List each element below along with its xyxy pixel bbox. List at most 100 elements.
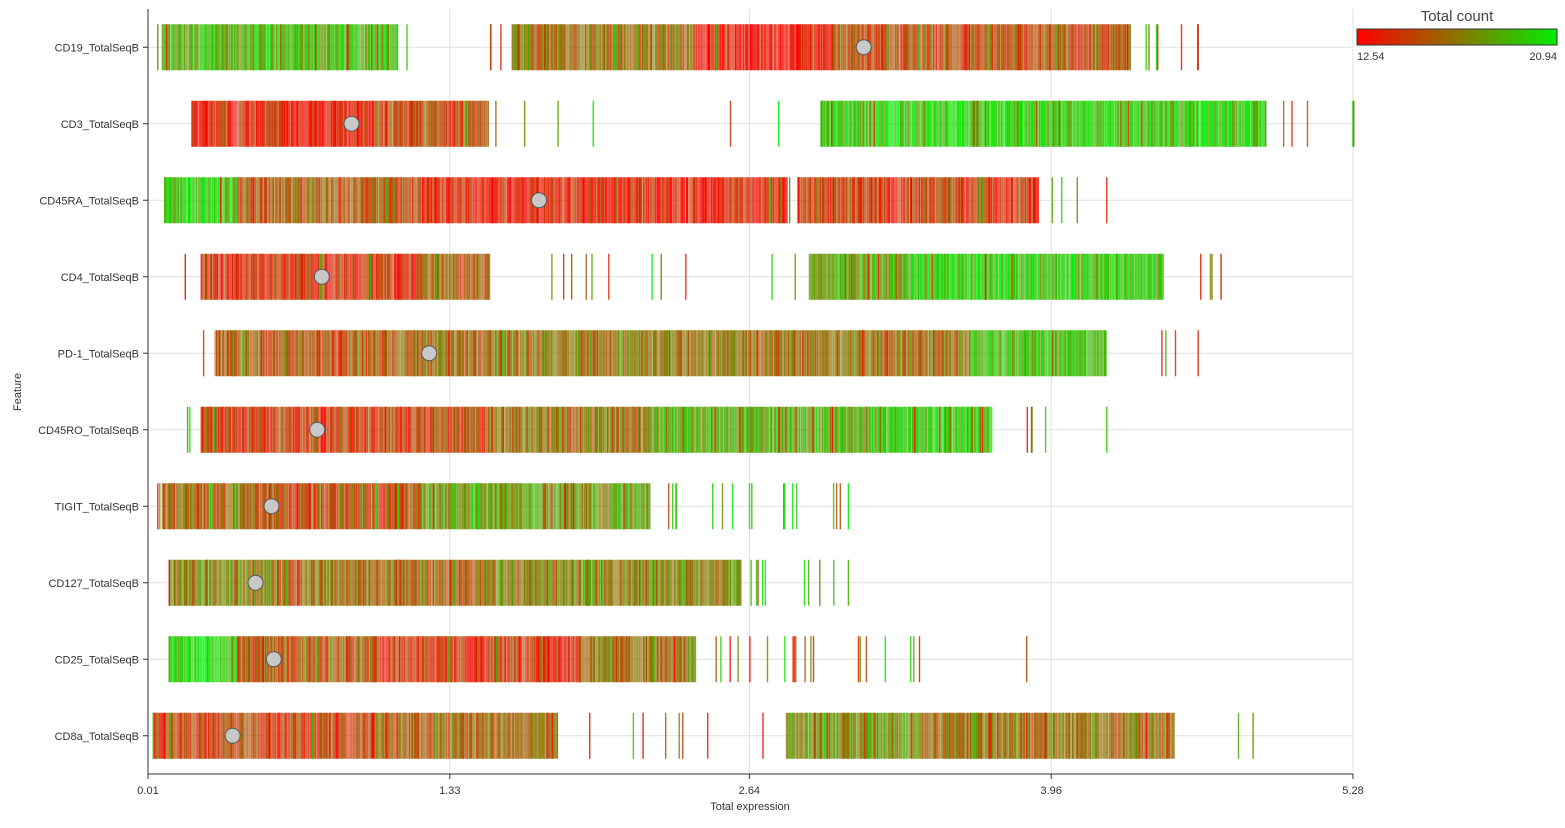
expression-mark [922, 100, 924, 147]
expression-mark [627, 406, 629, 453]
expression-mark [651, 177, 654, 224]
expression-mark [1106, 100, 1109, 147]
expression-mark [965, 24, 968, 71]
expression-mark [991, 24, 994, 71]
expression-mark [287, 100, 290, 147]
expression-mark [236, 559, 239, 606]
expression-mark [729, 100, 732, 147]
expression-mark [914, 253, 916, 300]
expression-mark [1217, 100, 1220, 147]
expression-mark [1084, 100, 1086, 147]
expression-mark [659, 177, 661, 224]
expression-mark [707, 24, 709, 71]
expression-mark [636, 330, 639, 377]
expression-mark [888, 100, 891, 147]
expression-mark [888, 253, 890, 300]
expression-mark [892, 406, 893, 453]
expression-mark [382, 253, 385, 300]
expression-mark [334, 253, 337, 300]
expression-mark [644, 483, 645, 530]
expression-mark [1214, 100, 1216, 147]
expression-mark [686, 330, 688, 377]
expression-mark [519, 24, 522, 71]
expression-mark [837, 406, 839, 453]
expression-mark [406, 483, 408, 530]
expression-mark [801, 406, 803, 453]
expression-mark [495, 406, 497, 453]
expression-mark [897, 100, 899, 147]
expression-mark [329, 100, 332, 147]
expression-mark [298, 483, 301, 530]
expression-mark [336, 24, 338, 71]
expression-mark [1244, 100, 1247, 147]
expression-mark [567, 24, 569, 71]
expression-mark [433, 253, 436, 300]
expression-mark [816, 330, 818, 377]
expression-mark [232, 100, 234, 147]
expression-mark [639, 330, 642, 377]
expression-mark [715, 330, 717, 377]
expression-mark [265, 100, 267, 147]
expression-mark [988, 177, 990, 224]
expression-mark [204, 177, 206, 224]
expression-mark [165, 24, 168, 71]
expression-mark [1252, 100, 1255, 147]
expression-mark [654, 330, 657, 377]
expression-mark [691, 177, 694, 224]
expression-mark [868, 177, 870, 224]
expression-mark [504, 483, 506, 530]
expression-mark [390, 330, 393, 377]
expression-mark [338, 100, 341, 147]
expression-mark [165, 24, 166, 71]
expression-mark [1008, 330, 1009, 377]
expression-mark [296, 330, 298, 377]
expression-mark [750, 24, 752, 71]
expression-mark [262, 330, 264, 377]
expression-mark [832, 24, 834, 71]
expression-mark [302, 483, 304, 530]
expression-mark [829, 100, 831, 147]
expression-mark [1196, 100, 1199, 147]
expression-mark [1044, 330, 1046, 377]
expression-mark [1060, 100, 1063, 147]
expression-mark [336, 559, 338, 606]
expression-mark [638, 177, 641, 224]
expression-mark [951, 100, 953, 147]
expression-mark [280, 559, 283, 606]
expression-mark [849, 330, 851, 377]
expression-mark [1075, 253, 1076, 300]
expression-mark [368, 483, 370, 530]
expression-mark [846, 253, 848, 300]
expression-mark [288, 253, 290, 300]
expression-mark [269, 253, 272, 300]
expression-mark [212, 483, 214, 530]
expression-mark [939, 177, 941, 224]
expression-mark [565, 406, 568, 453]
expression-mark [979, 100, 982, 147]
expression-mark [614, 24, 616, 71]
expression-mark [751, 24, 754, 71]
expression-mark [203, 177, 205, 224]
expression-mark [420, 406, 423, 453]
expression-mark [313, 330, 315, 377]
expression-mark [1106, 177, 1108, 224]
expression-mark [671, 177, 674, 224]
expression-mark [1116, 253, 1118, 300]
expression-mark [752, 406, 754, 453]
expression-mark [228, 483, 230, 530]
expression-mark [461, 253, 463, 300]
expression-mark [523, 483, 525, 530]
expression-mark [920, 253, 922, 300]
expression-mark [927, 330, 930, 377]
expression-mark [1136, 100, 1139, 147]
expression-mark [815, 24, 816, 71]
expression-mark [780, 330, 782, 377]
expression-mark [318, 330, 319, 377]
expression-mark [162, 483, 165, 530]
expression-mark [515, 330, 517, 377]
expression-mark [611, 177, 613, 224]
expression-mark [207, 253, 209, 300]
expression-mark [435, 253, 437, 300]
expression-mark [794, 253, 796, 300]
expression-mark [975, 100, 977, 147]
